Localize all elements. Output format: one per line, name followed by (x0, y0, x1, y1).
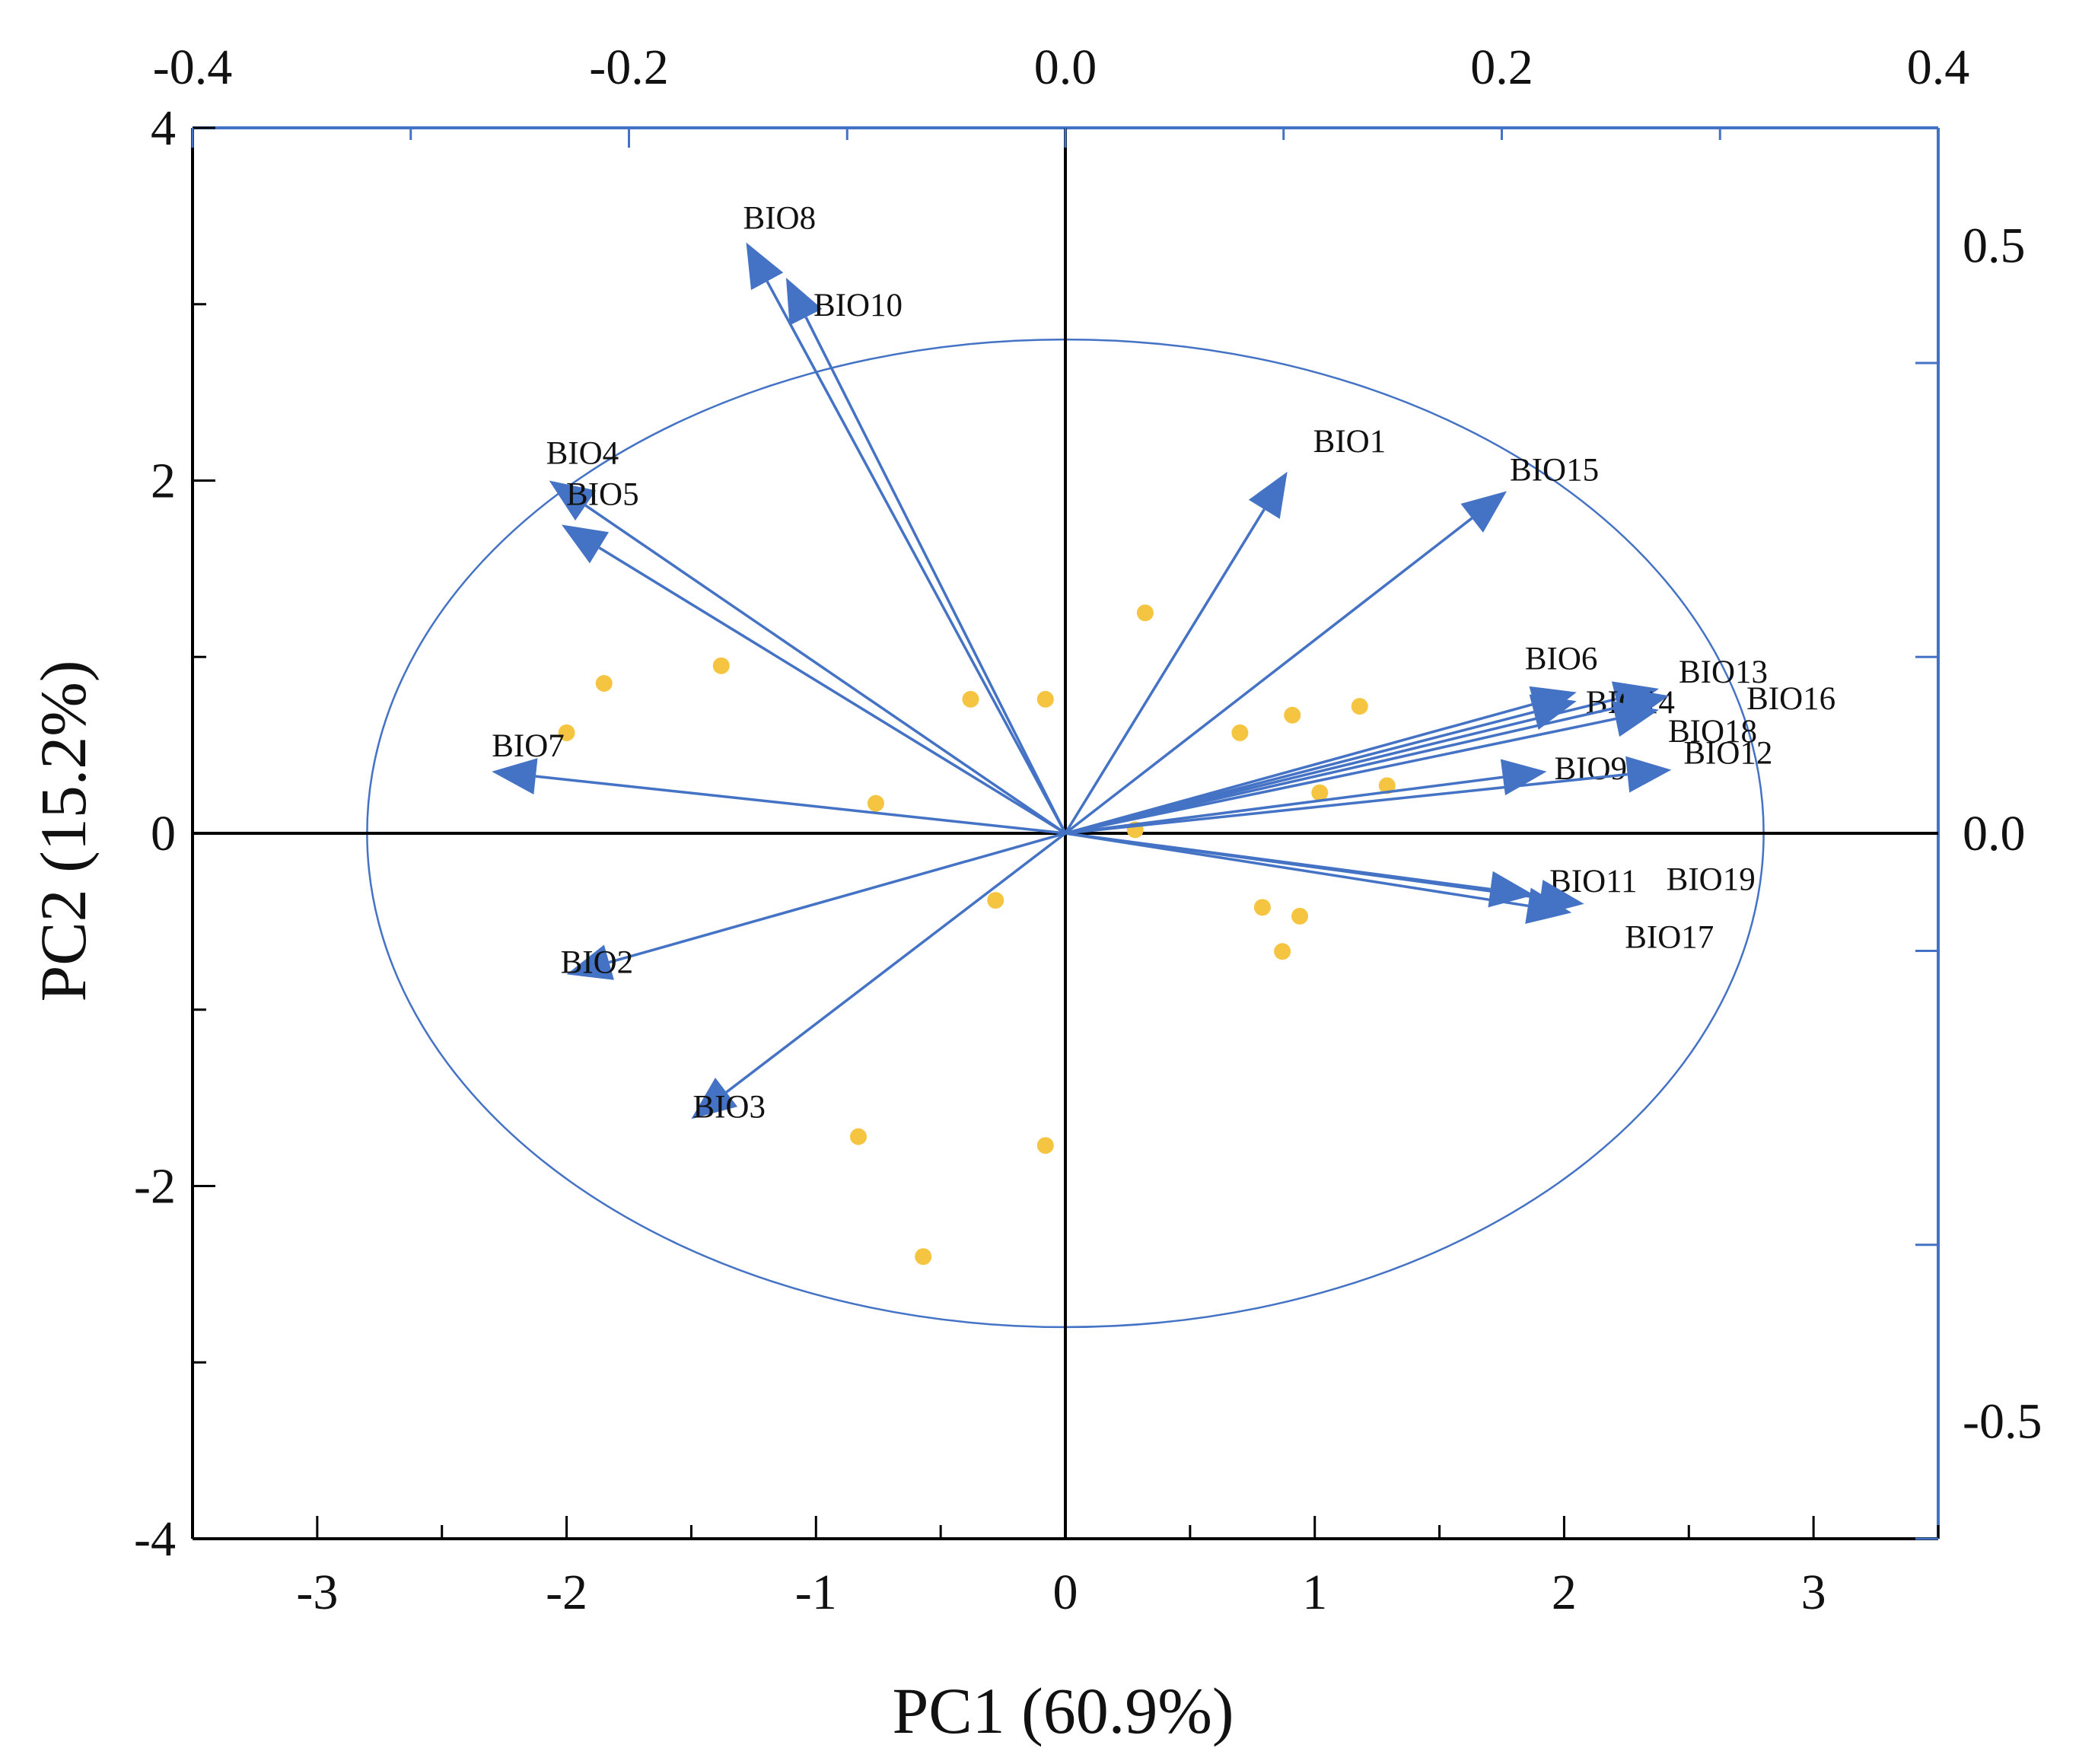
loading-arrow-bio12 (1065, 772, 1628, 835)
score-point-14 (987, 892, 1004, 909)
loading-arrow-bio15 (1064, 517, 1473, 835)
y-tick-label: 0 (151, 806, 176, 861)
loading-label-bio19: BIO19 (1667, 862, 1756, 898)
loading-arrow-bio19 (1065, 832, 1541, 900)
arrowhead-bio11 (1488, 871, 1535, 908)
arrowhead-bio17 (1525, 887, 1572, 925)
loading-arrow-bio17 (1065, 832, 1529, 908)
right-tick-label: 0.0 (1963, 806, 2026, 861)
arrowhead-bio4 (549, 480, 597, 521)
arrowhead-bio18 (1612, 701, 1659, 737)
loading-arrow-bio7 (535, 775, 1066, 835)
loading-label-bio6: BIO6 (1525, 642, 1598, 677)
loading-arrow-bio8 (766, 280, 1067, 834)
top-tick-label: -0.2 (589, 40, 668, 95)
score-point-19 (1036, 1137, 1054, 1154)
score-point-1 (1136, 604, 1154, 622)
x-tick-label: 2 (1552, 1565, 1577, 1620)
arrowhead-bio9 (1500, 759, 1547, 796)
arrowhead-bio12 (1625, 756, 1672, 793)
loading-arrow-bio4 (584, 504, 1066, 835)
x-tick-label: 1 (1302, 1565, 1327, 1620)
score-point-7 (1231, 724, 1249, 741)
top-tick-label: 0.4 (1907, 40, 1970, 95)
score-point-12 (1378, 777, 1396, 794)
y-axis-title: PC2 (15.2%) (27, 660, 100, 1001)
score-point-2 (595, 675, 613, 693)
loading-label-bio4: BIO4 (546, 436, 619, 472)
loading-arrow-bio10 (804, 317, 1067, 834)
arrowhead-bio10 (785, 277, 823, 326)
score-point-4 (558, 724, 575, 741)
score-point-9 (1351, 698, 1368, 715)
loading-arrow-bio1 (1064, 508, 1266, 834)
score-point-5 (962, 690, 979, 708)
loading-arrow-bio2 (608, 832, 1066, 964)
loading-label-bio1: BIO1 (1313, 424, 1387, 460)
score-point-11 (1311, 784, 1329, 801)
loading-label-bio5: BIO5 (566, 476, 639, 512)
loading-label-bio17: BIO17 (1625, 919, 1714, 955)
right-tick-label: -0.5 (1963, 1394, 2042, 1450)
arrowhead-bio8 (746, 242, 784, 291)
loading-arrow-bio16 (1065, 704, 1626, 835)
loading-label-bio3: BIO3 (692, 1089, 766, 1125)
score-point-17 (1274, 943, 1291, 960)
score-point-8 (1284, 706, 1301, 724)
loading-label-bio8: BIO8 (743, 201, 817, 237)
loading-arrow-bio13 (1065, 697, 1617, 835)
score-point-20 (915, 1248, 932, 1266)
arrowhead-bio14 (1529, 694, 1577, 730)
score-point-6 (1036, 690, 1054, 708)
arrowhead-bio1 (1248, 471, 1288, 519)
score-point-18 (849, 1128, 867, 1145)
score-point-10 (867, 794, 884, 812)
x-tick-label: -3 (296, 1565, 338, 1620)
arrowhead-bio7 (492, 758, 538, 794)
score-point-3 (712, 657, 730, 674)
right-tick-label: 0.5 (1963, 218, 2026, 274)
x-tick-label: -2 (546, 1565, 587, 1620)
loading-arrow-bio14 (1065, 711, 1535, 835)
x-tick-label: 0 (1053, 1565, 1078, 1620)
score-point-16 (1291, 907, 1309, 925)
loading-arrow-bio5 (598, 546, 1066, 835)
loading-label-bio18: BIO18 (1668, 714, 1757, 750)
loading-label-bio13: BIO13 (1679, 654, 1768, 690)
arrowhead-bio2 (566, 944, 614, 980)
score-point-15 (1253, 899, 1271, 916)
arrowhead-bio15 (1460, 491, 1508, 533)
loading-label-bio15: BIO15 (1510, 452, 1599, 488)
y-tick-label: 2 (151, 454, 176, 509)
loading-label-bio12: BIO12 (1683, 736, 1772, 772)
top-tick-label: -0.4 (153, 40, 232, 95)
loading-arrow-bio9 (1065, 775, 1504, 835)
y-tick-label: 4 (151, 100, 176, 156)
arrowhead-bio5 (562, 524, 610, 564)
arrowhead-bio3 (691, 1078, 738, 1119)
top-tick-label: 0.0 (1034, 40, 1097, 95)
loading-label-bio16: BIO16 (1746, 681, 1835, 717)
loading-arrow-bio18 (1065, 717, 1616, 835)
loading-label-bio10: BIO10 (813, 288, 903, 323)
top-tick-label: 0.2 (1470, 40, 1533, 95)
x-axis-title: PC1 (60.9%) (892, 1674, 1234, 1747)
x-tick-label: -1 (795, 1565, 837, 1620)
y-tick-label: -4 (134, 1511, 176, 1567)
loading-label-bio7: BIO7 (492, 728, 565, 764)
loading-label-bio2: BIO2 (561, 944, 634, 980)
x-tick-label: 3 (1801, 1565, 1826, 1620)
y-tick-label: -2 (134, 1159, 176, 1215)
loading-arrow-bio3 (725, 832, 1067, 1094)
